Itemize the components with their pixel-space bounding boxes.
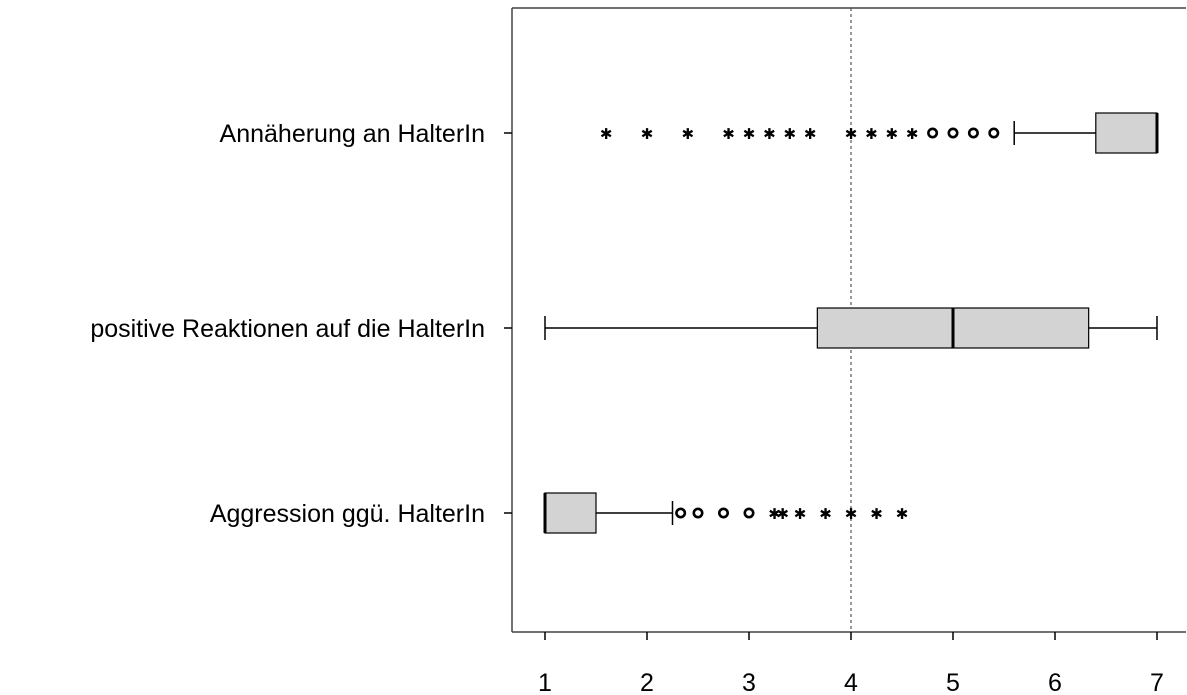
outlier-circle xyxy=(717,507,729,519)
outlier-star: ✱ xyxy=(794,505,807,523)
outlier-star: ✱ xyxy=(682,125,695,143)
outlier-star: ✱ xyxy=(776,505,789,523)
outlier-star: ✱ xyxy=(886,125,899,143)
outlier-star: ✱ xyxy=(722,125,735,143)
outlier-circle xyxy=(967,127,979,139)
category-label: Aggression ggü. HalterIn xyxy=(210,500,485,528)
outlier-circle xyxy=(947,127,959,139)
x-tick-label: 3 xyxy=(742,669,756,695)
x-tick-label: 5 xyxy=(946,669,960,695)
category-label: positive Reaktionen auf die HalterIn xyxy=(90,315,485,343)
outlier-circle xyxy=(743,507,755,519)
box-series: ✱ ✱ ✱ ✱ ✱ ✱ ✱ ✱ ✱ ✱ ✱ ✱ xyxy=(600,112,1159,154)
outlier-circle xyxy=(988,127,1000,139)
outlier-star: ✱ xyxy=(641,125,654,143)
box-series xyxy=(544,307,1158,349)
box-iqr xyxy=(544,492,597,534)
outlier-star: ✱ xyxy=(896,505,909,523)
x-tick-label: 6 xyxy=(1048,669,1062,695)
outlier-star: ✱ xyxy=(804,125,817,143)
outlier-star: ✱ xyxy=(845,505,858,523)
category-axis: Annäherung an HalterIn positive Reaktione… xyxy=(90,120,512,528)
x-tick-label: 7 xyxy=(1150,669,1164,695)
outlier-star: ✱ xyxy=(865,125,878,143)
outlier-star: ✱ xyxy=(743,125,756,143)
outlier-star: ✱ xyxy=(763,125,776,143)
outlier-star: ✱ xyxy=(906,125,919,143)
x-tick-label: 4 xyxy=(844,669,858,695)
category-label: Annäherung an HalterIn xyxy=(220,120,485,148)
outlier-star: ✱ xyxy=(819,505,832,523)
boxes-group: ✱ ✱ ✱ ✱ ✱ ✱ ✱ ✱ ✱ ✱ ✱ ✱✱✱ ✱ ✱ ✱ ✱ ✱ xyxy=(543,112,1159,534)
outlier-circle xyxy=(692,507,704,519)
x-tick-label: 2 xyxy=(640,669,654,695)
outlier-star: ✱ xyxy=(784,125,797,143)
outlier-circle xyxy=(675,507,687,519)
plot-frame xyxy=(511,7,1186,633)
x-tick-label: 1 xyxy=(538,669,552,695)
outlier-star: ✱ xyxy=(600,125,613,143)
outlier-circle xyxy=(927,127,939,139)
x-axis: 1 2 3 4 5 6 7 xyxy=(538,632,1164,695)
outlier-star: ✱ xyxy=(870,505,883,523)
box-series: ✱✱ ✱ ✱ ✱ ✱ ✱ xyxy=(543,492,909,534)
box-iqr xyxy=(1095,112,1158,154)
outlier-star: ✱ xyxy=(768,505,781,523)
outlier-star: ✱ xyxy=(845,125,858,143)
